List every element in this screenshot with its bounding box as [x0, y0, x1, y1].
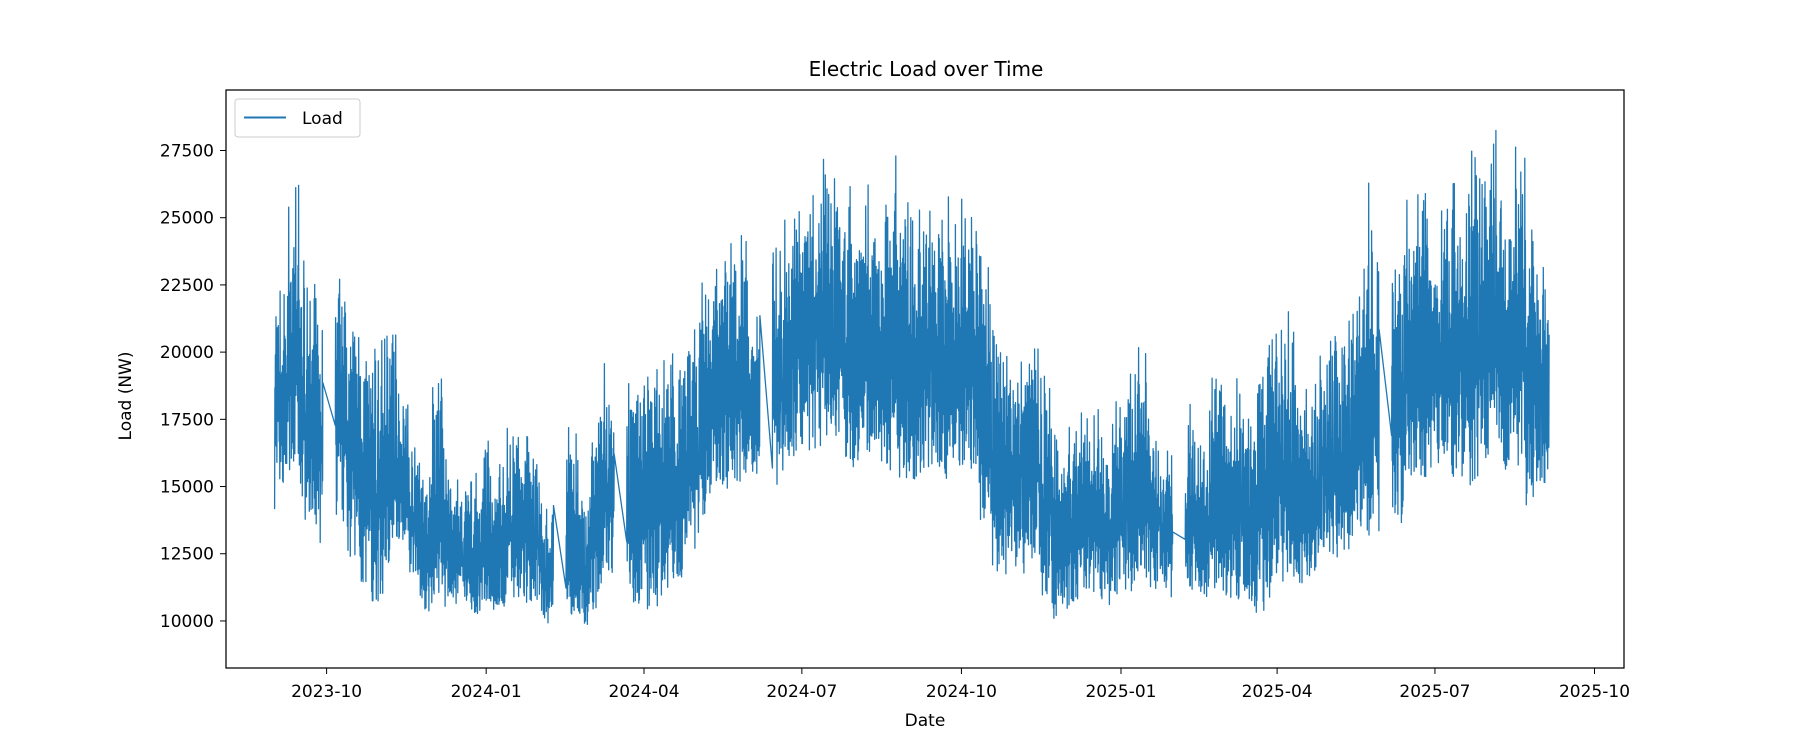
x-tick-label: 2024-04	[608, 682, 679, 702]
x-tick-label: 2024-07	[766, 682, 837, 702]
plot-area: 2023-10 2024-01 2024-04 2024-07 2024-10 2025-…	[160, 89, 1630, 702]
x-axis: 2023-10 2024-01 2024-04 2024-07 2024-10 2025-…	[291, 668, 1630, 702]
series-line-load	[273, 129, 1550, 626]
legend: Load	[234, 98, 361, 138]
y-tick-label: 10000	[160, 612, 214, 632]
x-tick-label: 2025-01	[1085, 682, 1156, 702]
y-tick-label: 17500	[160, 410, 214, 430]
y-tick-label: 27500	[160, 141, 214, 161]
x-tick-label: 2025-04	[1242, 682, 1313, 702]
x-axis-label: Date	[905, 711, 946, 731]
y-tick-label: 12500	[160, 545, 214, 565]
chart-title: Electric Load over Time	[809, 57, 1044, 81]
x-tick-label: 2023-10	[291, 682, 362, 702]
x-tick-label: 2024-01	[451, 682, 522, 702]
y-axis-label: Load (NW)	[116, 352, 136, 441]
legend-box	[234, 98, 361, 138]
y-tick-label: 25000	[160, 209, 214, 229]
x-tick-label: 2024-10	[926, 682, 997, 702]
x-tick-label: 2025-10	[1559, 682, 1630, 702]
y-axis: 10000 12500 15000 17500 20000 22500 25000 27500	[160, 141, 226, 632]
y-tick-label: 22500	[160, 276, 214, 296]
series-layer	[273, 129, 1550, 626]
legend-label-load: Load	[302, 109, 343, 129]
y-tick-label: 20000	[160, 343, 214, 363]
y-tick-label: 15000	[160, 478, 214, 498]
x-tick-label: 2025-07	[1399, 682, 1470, 702]
